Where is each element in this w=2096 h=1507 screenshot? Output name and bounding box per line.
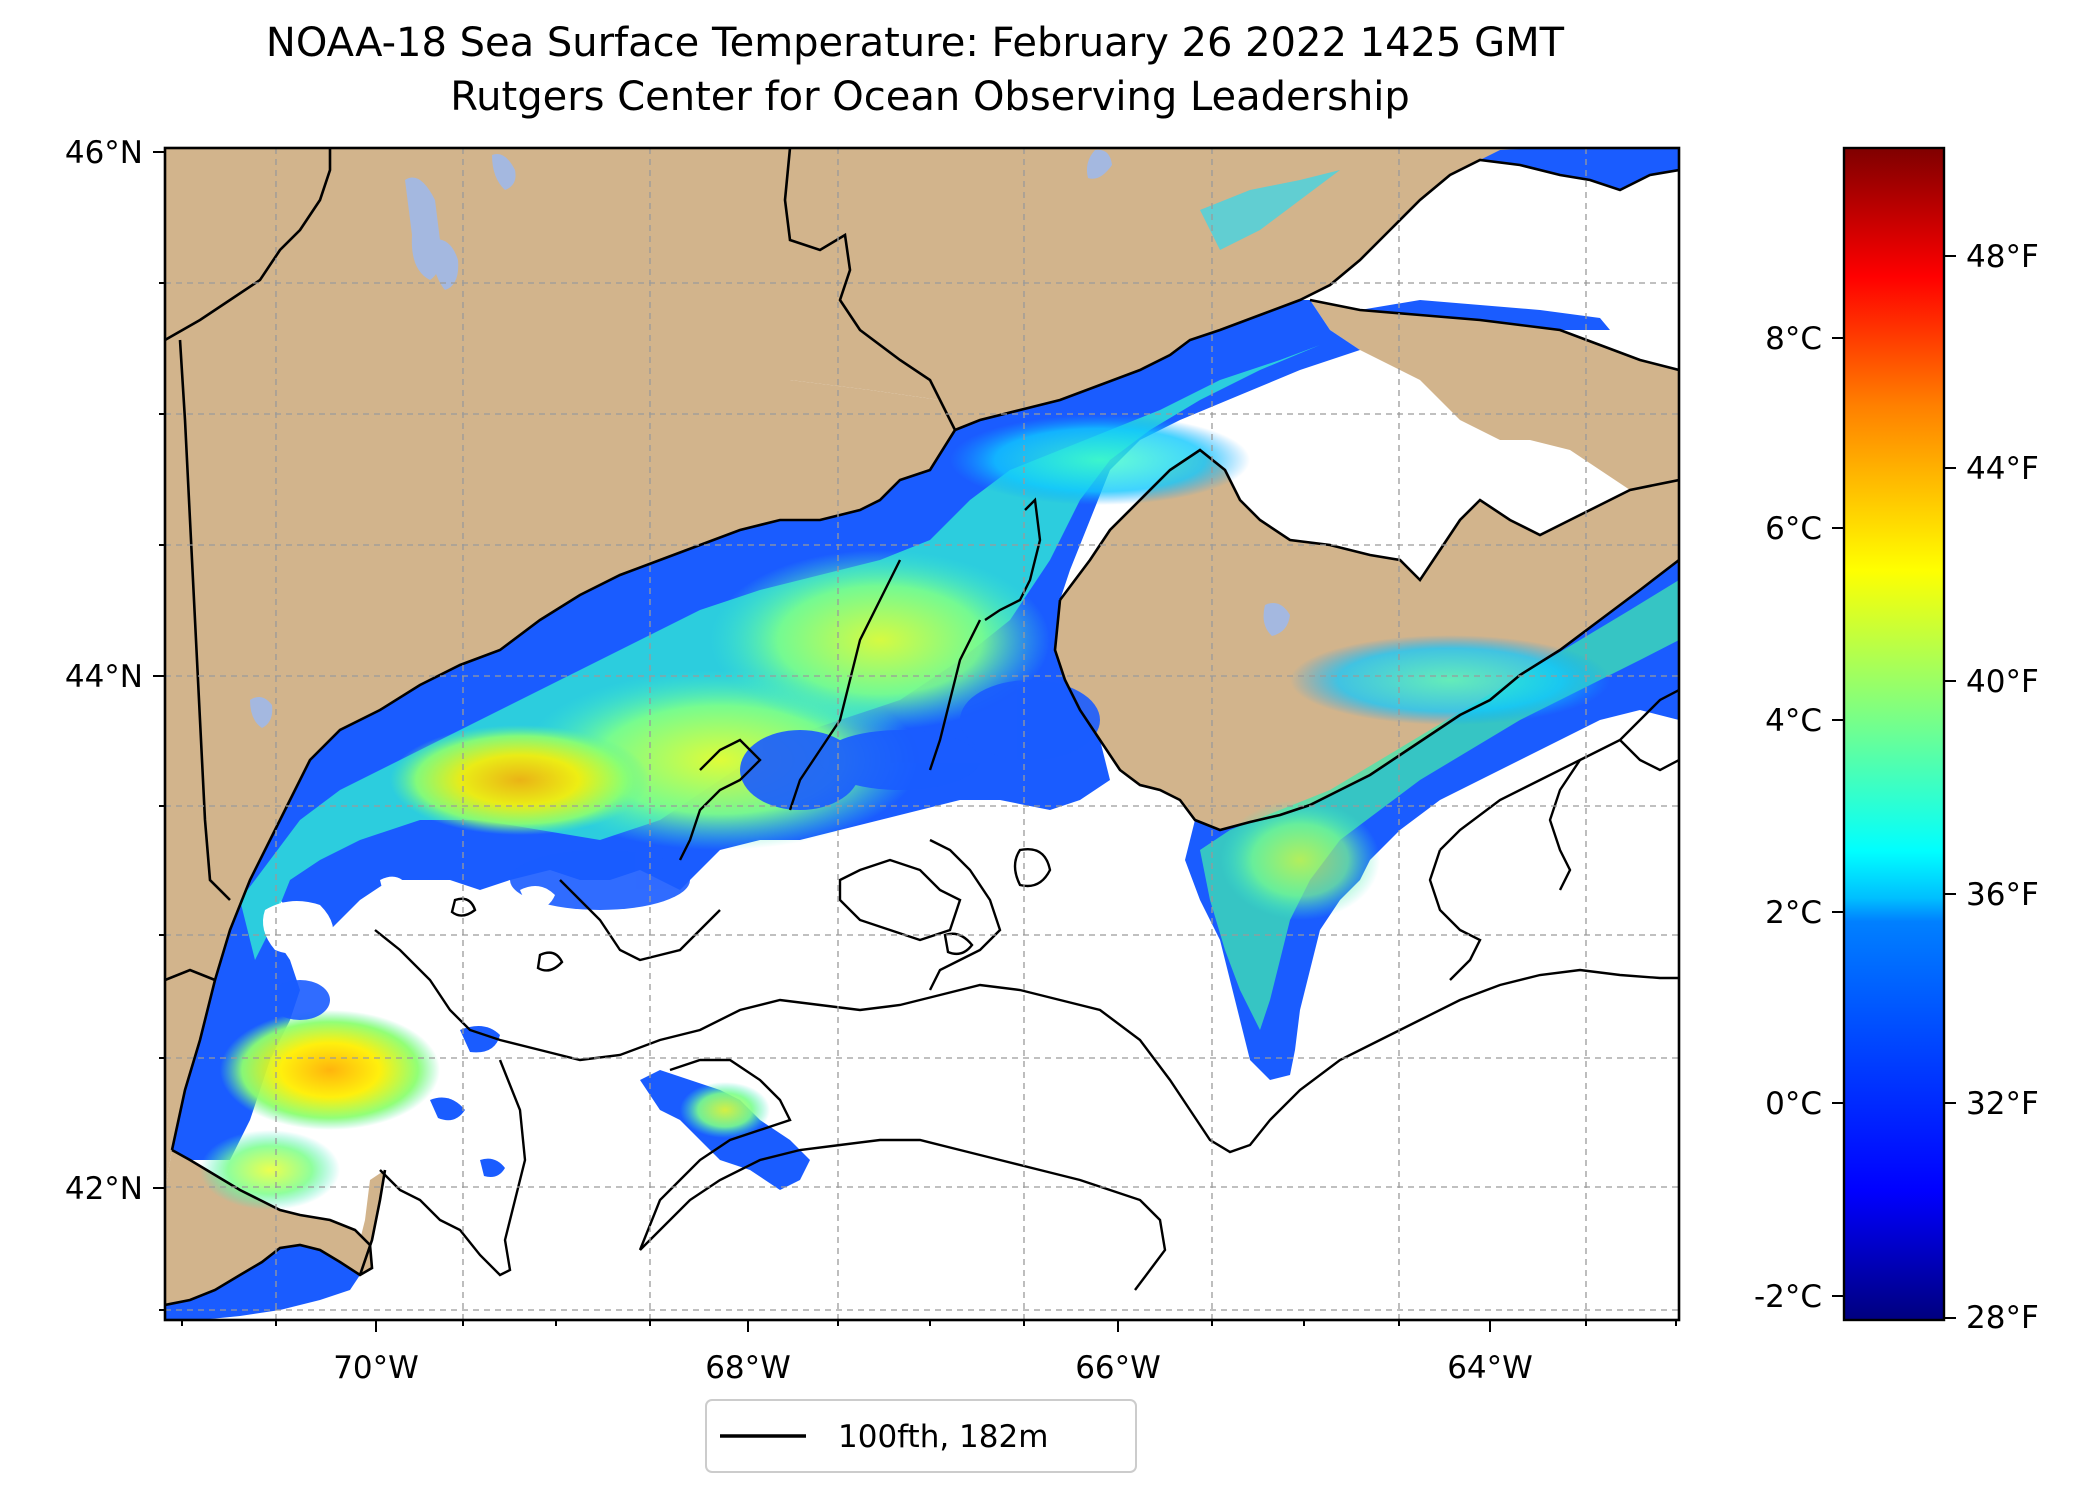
lake-2 <box>430 239 459 290</box>
cbar-f-36: 36°F <box>1966 877 2039 913</box>
coastline-cape-hook <box>358 1169 387 1276</box>
lon-label-64w: 64°W <box>1447 1350 1533 1386</box>
cbar-f-48: 48°F <box>1966 239 2039 275</box>
cbar-f-32: 32°F <box>1966 1086 2039 1122</box>
cbar-f-28: 28°F <box>1966 1300 2039 1336</box>
isobath-georges-bank <box>379 1059 527 1277</box>
isobath-inner-2 <box>788 559 902 811</box>
colorbar-gradient <box>1844 148 1944 1320</box>
border-us-canada <box>783 148 957 431</box>
isobath-inner-7 <box>984 497 1042 621</box>
isobath-inner-4 <box>678 738 762 861</box>
cbar-c-8: 8°C <box>1765 321 1822 357</box>
lon-label-68w: 68°W <box>705 1350 791 1386</box>
colorbar-f-ticks <box>1944 255 1956 1319</box>
lat-label-44: 44°N <box>65 659 143 695</box>
isobath-100fth <box>374 497 1679 1291</box>
isobath-inner-1 <box>559 879 721 962</box>
cbar-f-40: 40°F <box>1966 664 2039 700</box>
title-line-2: Rutgers Center for Ocean Observing Leade… <box>450 74 1410 120</box>
lat-axis <box>153 151 165 1311</box>
sst-no-data <box>262 876 555 954</box>
cbar-c-6: 6°C <box>1765 511 1822 547</box>
land-new-england <box>165 148 955 1190</box>
lon-axis <box>181 1320 1677 1332</box>
cbar-f-44: 44°F <box>1966 451 2039 487</box>
cbar-c-4: 4°C <box>1765 703 1822 739</box>
colorbar: 8°C 6°C 4°C 2°C 0°C -2°C 48°F 44°F 40°F … <box>1754 146 2039 1336</box>
lat-label-42: 42°N <box>65 1171 143 1207</box>
coastline-cape-cod <box>165 1148 374 1307</box>
lat-label-46: 46°N <box>65 135 143 171</box>
cbar-c-neg2: -2°C <box>1754 1279 1822 1315</box>
isobath-georges-south <box>639 1138 1167 1291</box>
border-nh-ma <box>178 339 231 901</box>
lake-3 <box>492 154 516 190</box>
colorbar-frame <box>1842 146 1946 1322</box>
map-frame <box>163 146 1681 1322</box>
isobath-loop-3 <box>536 951 564 972</box>
isobath-inner-6 <box>928 838 1002 991</box>
land-north-strip <box>1310 300 1679 490</box>
coastline-nova-scotia-south <box>1053 558 1679 832</box>
coastline-maine <box>170 429 957 1151</box>
title-line-1: NOAA-18 Sea Surface Temperature: Februar… <box>266 20 1565 66</box>
isobath-loop-1 <box>1013 848 1052 888</box>
coastlines-borders <box>165 148 1679 1307</box>
border-ma-state <box>165 968 216 982</box>
legend-box <box>705 1399 1137 1473</box>
coastline-nova-scotia <box>1058 448 1679 601</box>
isobath-loop-2 <box>943 932 974 956</box>
colorbar-c-ticks <box>1832 337 1844 1297</box>
isobath-inner-5 <box>838 858 962 942</box>
isobath-inner-3 <box>928 619 982 771</box>
lon-label-66w: 66°W <box>1075 1350 1161 1386</box>
coastline-bay-of-fundy-north <box>954 158 1679 432</box>
coastline-minas <box>1309 298 1679 372</box>
lake-6 <box>1263 602 1290 636</box>
border-maine-nh <box>165 148 332 342</box>
isobath-scotian-2 <box>1428 849 1482 981</box>
lon-label-70w: 70°W <box>333 1350 419 1386</box>
isobath-gulf-of-maine-outer <box>374 929 1679 1154</box>
cbar-c-2: 2°C <box>1765 895 1822 931</box>
isobath-scotian-3 <box>1548 759 1581 891</box>
legend-label: 100fth, 182m <box>838 1419 1048 1455</box>
gridlines <box>165 148 1679 1320</box>
land-new-brunswick <box>790 148 1679 430</box>
isobath-jordan-basin <box>638 1058 792 1251</box>
map-area <box>165 148 1679 1320</box>
legend: 100fth, 182m <box>705 1399 1137 1473</box>
lake-4 <box>1086 149 1112 179</box>
cbar-c-0: 0°C <box>1765 1086 1822 1122</box>
isobath-scotian-4 <box>1619 739 1679 772</box>
land-cape-hook <box>355 1170 385 1275</box>
lake-5 <box>250 696 273 728</box>
